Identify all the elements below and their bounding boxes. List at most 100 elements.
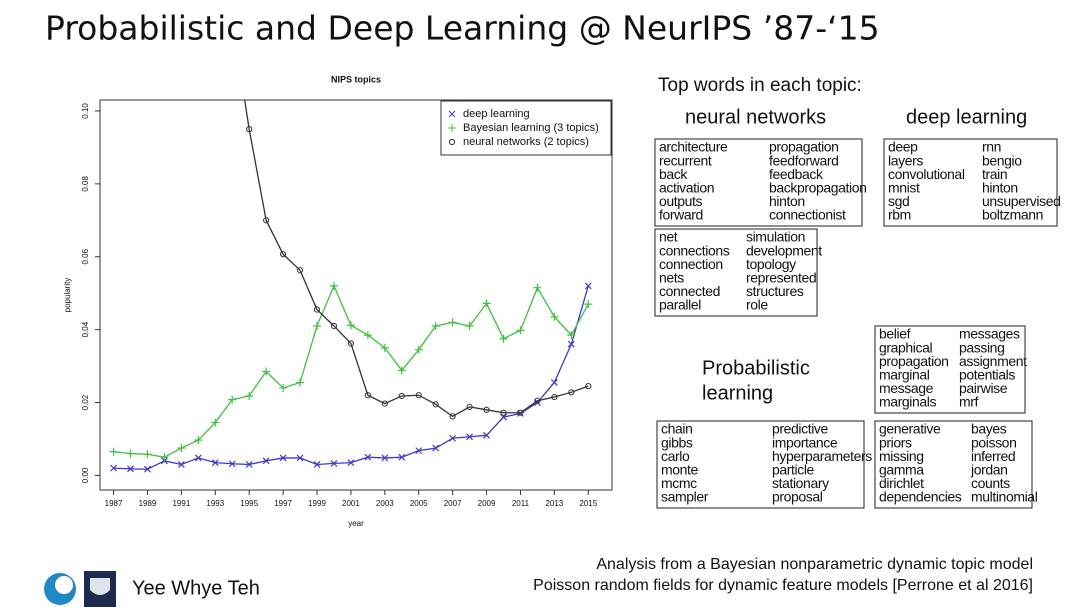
topic-word: missing	[879, 448, 924, 464]
data-point	[279, 454, 287, 462]
topic-word: architecture	[659, 139, 728, 155]
data-point	[500, 409, 507, 416]
y-axis-label: popularity	[63, 278, 72, 313]
word-box: generativepriorsmissinggammadirichletdep…	[874, 420, 1038, 509]
data-point	[550, 379, 558, 386]
data-point	[584, 300, 593, 309]
topic-word: assignment	[959, 353, 1027, 369]
data-point	[466, 403, 473, 410]
legend-label: Bayesian learning (3 topics)	[463, 122, 599, 134]
topic-word: represented	[746, 270, 816, 286]
data-point	[380, 343, 389, 352]
topic-word: outputs	[659, 193, 703, 209]
x-tick-label: 2005	[410, 499, 428, 508]
data-point	[211, 459, 219, 467]
data-point	[177, 444, 186, 453]
data-point	[228, 395, 237, 404]
data-point	[246, 126, 253, 133]
x-tick-label: 2007	[444, 499, 462, 508]
legend-marker	[448, 138, 456, 146]
topic-word: backpropagation	[769, 180, 867, 196]
topic-word: connection	[659, 256, 723, 272]
plot-area	[109, 100, 593, 473]
data-point	[194, 436, 203, 445]
data-point	[465, 321, 474, 330]
topic-word: deep	[888, 139, 918, 155]
data-point	[567, 331, 576, 340]
data-point	[347, 340, 355, 347]
slide-title: Probabilistic and Deep Learning @ NeurIP…	[45, 9, 880, 48]
topic-word: propagation	[769, 139, 839, 155]
data-point	[483, 431, 490, 439]
data-point	[313, 306, 321, 313]
data-point	[313, 461, 321, 468]
data-point	[177, 461, 185, 468]
y-tick-label: 0.10	[81, 103, 90, 119]
x-tick-label: 1987	[105, 499, 123, 508]
plot-frame	[99, 99, 613, 491]
data-point	[585, 383, 592, 390]
data-point	[296, 267, 304, 274]
topic-word: mcmc	[661, 475, 697, 491]
topic-word: feedforward	[769, 152, 839, 168]
data-point	[432, 401, 439, 408]
data-point	[194, 454, 202, 462]
topic-word: simulation	[746, 229, 805, 245]
topic-word: proposal	[772, 489, 823, 505]
x-tick-label: 1993	[206, 499, 224, 508]
data-point	[330, 459, 338, 467]
topic-word: sgd	[888, 193, 909, 209]
topic-label: deep learning	[906, 106, 1027, 128]
legend-label: deep learning	[463, 108, 530, 120]
topic-word: activation	[659, 180, 714, 196]
topic-word: generative	[879, 421, 941, 437]
topic-word: dependencies	[879, 489, 962, 505]
topic-label: learning	[702, 382, 773, 404]
topic-word: convolutional	[888, 166, 965, 182]
x-tick-label: 1997	[274, 499, 292, 508]
data-point	[262, 457, 270, 465]
x-tick-label: 1989	[139, 499, 157, 508]
data-point	[245, 391, 254, 400]
data-point	[228, 460, 236, 468]
legend	[440, 100, 612, 156]
data-point	[363, 331, 372, 340]
x-tick-label: 2015	[579, 499, 597, 508]
word-box: netconnectionsconnectionnetsconnectedpar…	[654, 228, 823, 317]
topic-word: hinton	[769, 193, 805, 209]
topic-word: bayes	[971, 421, 1007, 437]
topic-word: feedback	[769, 166, 824, 182]
data-point	[330, 322, 338, 330]
topic-word: predictive	[772, 421, 829, 437]
topic-word: multinomial	[971, 489, 1038, 505]
topic-word: nets	[659, 270, 684, 286]
topic-word: marginal	[879, 367, 930, 383]
x-tick-label: 1999	[308, 499, 326, 508]
topic-word: importance	[772, 434, 838, 450]
topic-word: gamma	[879, 462, 924, 478]
topic-word: unsupervised	[982, 193, 1060, 209]
footer-line: Poisson random fields for dynamic featur…	[533, 577, 1033, 594]
data-point	[415, 447, 423, 455]
data-point	[499, 334, 508, 343]
data-point	[550, 312, 559, 321]
data-point	[398, 392, 405, 400]
data-point	[296, 378, 305, 387]
data-point	[143, 450, 152, 459]
x-tick-label: 2003	[376, 499, 394, 508]
data-point	[110, 464, 117, 472]
logo	[90, 578, 110, 595]
logos	[44, 571, 116, 607]
x-tick-label: 2011	[512, 499, 530, 508]
x-axis-label: year	[348, 519, 364, 528]
data-point	[431, 321, 440, 330]
data-point	[432, 444, 440, 452]
data-point	[262, 367, 271, 376]
topic-word: bengio	[982, 152, 1022, 168]
topic-word: topology	[746, 256, 796, 272]
topic-word: particle	[772, 462, 815, 478]
data-point	[584, 282, 592, 290]
data-point	[263, 217, 270, 224]
data-point	[346, 321, 355, 330]
